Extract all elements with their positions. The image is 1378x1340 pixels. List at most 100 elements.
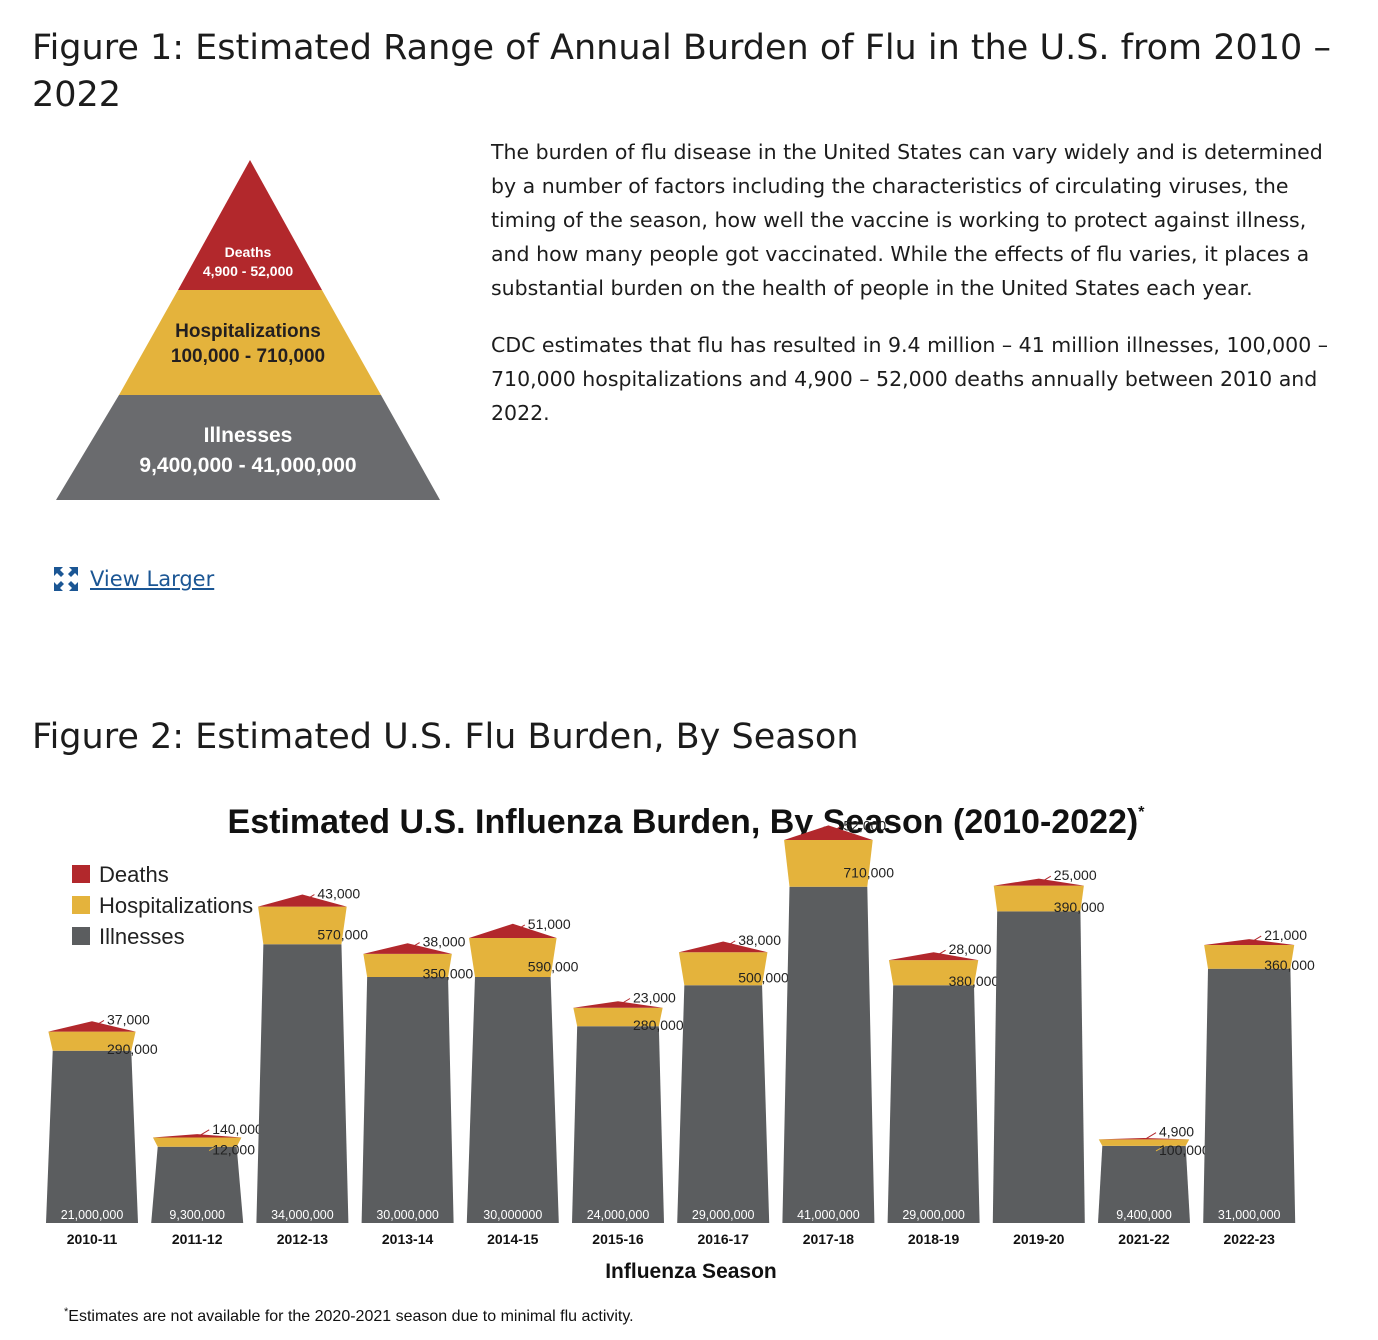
deaths-mark	[993, 878, 1084, 886]
hospitalizations-mark	[468, 938, 557, 977]
deaths-leader-line	[93, 1020, 105, 1027]
x-axis-label: Influenza Season	[605, 1260, 777, 1283]
hospitalizations-leader-line	[840, 865, 854, 875]
season-tick-label: 2022-23	[1224, 1231, 1276, 1247]
deaths-mark	[48, 1021, 136, 1032]
season-tick-label: 2012-13	[277, 1231, 329, 1247]
deaths-mark	[1204, 939, 1295, 946]
deaths-value-label: 38,000	[423, 934, 466, 950]
legend-swatch-illnesses	[72, 927, 90, 945]
hospitalizations-leader-line	[1050, 899, 1065, 909]
pyramid-deaths-range: 4,900 - 52,000	[203, 263, 294, 279]
deaths-value-label: 25,000	[1054, 867, 1097, 883]
deaths-mark	[152, 1134, 242, 1138]
deaths-leader-line	[1145, 1132, 1157, 1140]
season-tick-label: 2016-17	[698, 1231, 750, 1247]
deaths-value-label: 23,000	[633, 990, 676, 1006]
deaths-value-label: 52,000	[843, 818, 886, 834]
season-tick-label: 2019-20	[1013, 1231, 1065, 1247]
deaths-mark	[363, 943, 452, 954]
illnesses-mark	[782, 886, 875, 1223]
figure1-heading: Figure 1: Estimated Range of Annual Burd…	[32, 28, 1331, 115]
figure2-heading: Figure 2: Estimated U.S. Flu Burden, By …	[32, 717, 859, 757]
hospitalizations-value-label: 360,000	[1264, 957, 1315, 973]
deaths-leader-line	[514, 924, 526, 932]
footnote-text: Estimates are not available for the 2020…	[68, 1308, 633, 1325]
hospitalizations-value-label: 710,000	[843, 865, 894, 881]
hospitalizations-value-label: 100,000	[1159, 1142, 1210, 1158]
deaths-mark	[468, 923, 557, 939]
hospitalizations-mark	[363, 953, 452, 977]
deaths-mark	[573, 1001, 663, 1008]
deaths-value-label: 28,000	[949, 941, 992, 957]
hospitalizations-leader-line	[1155, 1142, 1171, 1152]
pyramid-hospitalizations-label: Hospitalizations	[175, 321, 321, 342]
illness-value-label: 24,000,000	[587, 1208, 650, 1222]
season-tick-label: 2021-22	[1118, 1231, 1170, 1247]
hospitalizations-leader-line	[103, 1041, 118, 1051]
hospitalizations-mark	[258, 906, 347, 945]
hospitalizations-leader-line	[629, 1017, 644, 1027]
hospitalizations-mark	[1098, 1139, 1190, 1146]
illnesses-mark	[466, 977, 559, 1223]
deaths-value-label: 43,000	[317, 886, 360, 902]
deaths-leader-line	[1040, 875, 1052, 883]
expand-icon	[54, 567, 78, 591]
illness-value-label: 29,000,000	[692, 1208, 755, 1222]
flu-burden-by-season-chart: Estimated U.S. Influenza Burden, By Seas…	[46, 803, 1315, 1325]
deaths-leader-line	[830, 826, 841, 834]
chart-title: Estimated U.S. Influenza Burden, By Seas…	[228, 803, 1146, 841]
chart-title-text: Estimated U.S. Influenza Burden, By Seas…	[228, 803, 1139, 841]
deaths-mark	[1098, 1137, 1190, 1140]
deaths-leader-line	[935, 949, 946, 957]
hospitalizations-value-label: 380,000	[949, 973, 1000, 989]
illnesses-mark	[1203, 968, 1296, 1223]
deaths-value-label: 38,000	[738, 932, 781, 948]
deaths-leader-line	[304, 894, 315, 901]
season-tick-label: 2018-19	[908, 1231, 960, 1247]
illnesses-mark	[887, 985, 980, 1223]
illnesses-mark	[572, 1026, 664, 1223]
deaths-leader-line	[198, 1129, 210, 1137]
illness-value-label: 41,000,000	[797, 1208, 860, 1222]
hospitalizations-value-label: 290,000	[107, 1041, 158, 1057]
season-tick-label: 2011-12	[172, 1231, 223, 1247]
pyramid-hospitalizations-range: 100,000 - 710,000	[171, 346, 325, 367]
hospitalizations-value-label: 590,000	[528, 958, 579, 974]
deaths-value-label: 51,000	[528, 916, 571, 932]
deaths-leader-line	[409, 942, 420, 950]
illness-value-label: 30,000000	[483, 1208, 542, 1222]
legend-label-deaths: Deaths	[99, 862, 169, 887]
hospitalizations-mark	[993, 885, 1084, 912]
chart-legend: Deaths Hospitalizations Illnesses	[72, 862, 253, 949]
illnesses-mark	[361, 977, 454, 1223]
pyramid-illnesses-label: Illnesses	[204, 424, 293, 447]
season-tick-label: 2015-16	[592, 1231, 644, 1247]
illness-value-label: 9,400,000	[1116, 1208, 1172, 1222]
season-marks: 21,000,000 37,000 290,000 2010-11 9,300,000 1…	[46, 818, 1315, 1247]
hospitalizations-value-label: 280,000	[633, 1017, 684, 1033]
deaths-leader-line	[724, 940, 736, 948]
illnesses-mark	[46, 1050, 138, 1223]
legend-swatch-deaths	[72, 865, 90, 883]
view-larger-link[interactable]: View Larger	[52, 565, 214, 593]
hospitalizations-mark	[888, 960, 979, 986]
hospitalizations-leader-line	[734, 969, 749, 979]
season-tick-label: 2010-11	[67, 1231, 118, 1247]
illness-value-label: 9,300,000	[169, 1208, 225, 1222]
figure1-description: The burden of flu disease in the United …	[491, 140, 1323, 300]
deaths-leader-line	[1250, 935, 1262, 943]
view-larger-label: View Larger	[90, 567, 215, 591]
hospitalizations-mark	[1204, 945, 1295, 969]
illness-value-label: 21,000,000	[61, 1208, 124, 1222]
hospitalizations-mark	[784, 839, 873, 887]
hospitalizations-leader-line	[208, 1142, 223, 1152]
hospitalizations-value-label: 350,000	[423, 966, 474, 982]
hospitalizations-mark	[678, 952, 768, 986]
legend-label-hospitalizations: Hospitalizations	[99, 893, 253, 918]
season-tick-label: 2014-15	[487, 1231, 539, 1247]
illness-value-label: 31,000,000	[1218, 1208, 1281, 1222]
illness-value-label: 30,000,000	[376, 1208, 439, 1222]
illnesses-mark	[992, 911, 1085, 1223]
deaths-mark	[888, 952, 979, 961]
